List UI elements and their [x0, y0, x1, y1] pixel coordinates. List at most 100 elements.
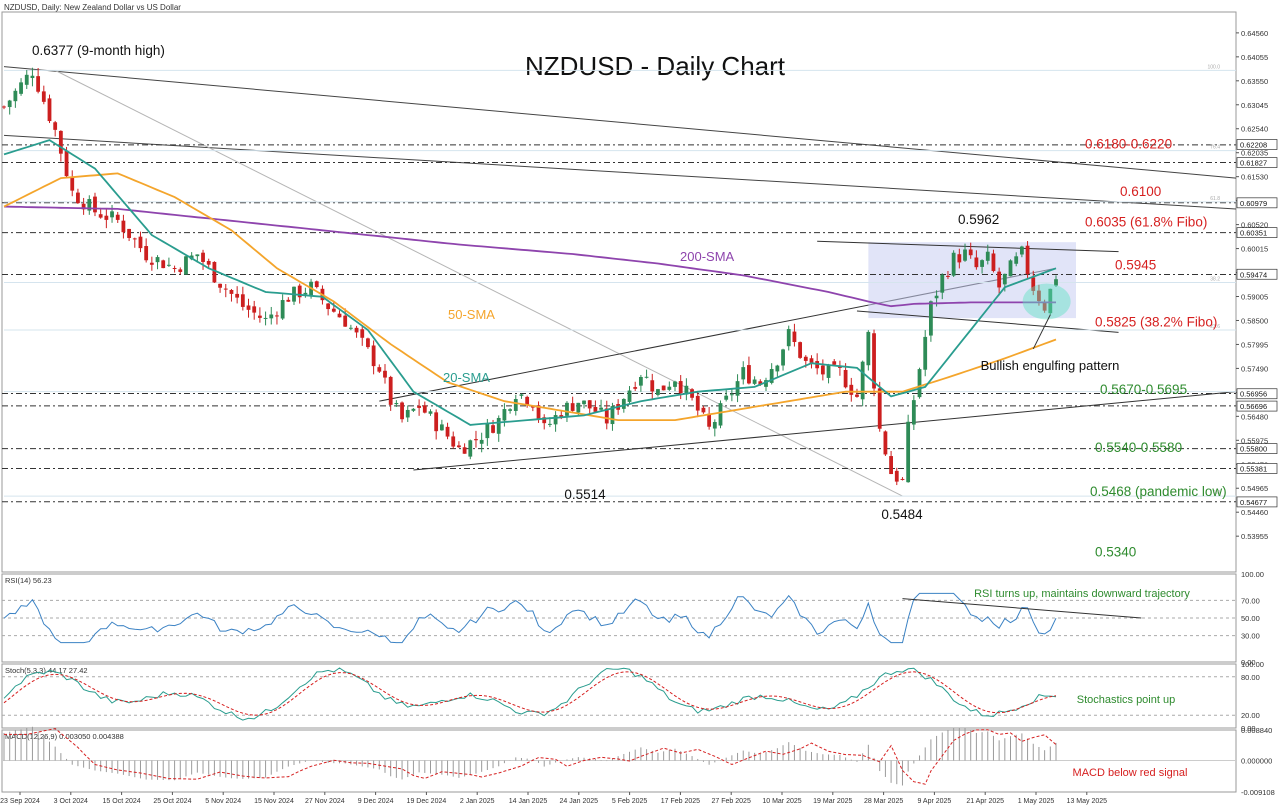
- candle-body: [906, 421, 911, 483]
- candle-body: [1048, 288, 1053, 314]
- candle-body: [928, 301, 933, 336]
- rsi-annotation: RSI turns up, maintains downward traject…: [974, 588, 1190, 600]
- y-tick-label: 0.61530: [1241, 173, 1268, 182]
- candle-body: [946, 275, 950, 277]
- candle-body: [826, 364, 831, 378]
- sma-200-line: [3, 205, 1056, 308]
- candle-body: [98, 214, 103, 218]
- x-tick-label: 10 Mar 2025: [762, 798, 801, 805]
- price-badge: [1236, 197, 1278, 209]
- y-tick-label: 0.63045: [1241, 101, 1268, 110]
- candle-body: [144, 246, 149, 261]
- fib-label: 0.0: [1213, 490, 1220, 496]
- sma20-label: 20-SMA: [443, 370, 490, 385]
- symbol-header: NZDUSD, Daily: New Zealand Dollar vs US …: [4, 3, 181, 12]
- candle-body: [286, 299, 291, 302]
- candle-body: [2, 106, 6, 108]
- candle-body: [388, 376, 393, 405]
- candle-body: [1014, 256, 1019, 264]
- price-badge: [1236, 443, 1278, 454]
- candle-body: [712, 421, 717, 429]
- candle-body: [911, 400, 916, 425]
- fib-label: 23.6: [1210, 324, 1220, 330]
- candle-body: [87, 199, 92, 211]
- stoch-tick: 0.00: [1241, 724, 1256, 733]
- stoch-d-line: [3, 671, 1057, 716]
- candle-body: [439, 424, 444, 431]
- candle-body: [485, 423, 490, 439]
- candle-body: [565, 402, 569, 416]
- candle-body: [269, 314, 274, 319]
- candle-body: [36, 76, 41, 92]
- macd-tick: 0.000000: [1241, 757, 1272, 766]
- stoch-tick: 100.00: [1241, 660, 1264, 669]
- candle-body: [525, 396, 530, 405]
- y-tick-label: 0.57995: [1241, 340, 1268, 349]
- candle-body: [314, 281, 319, 288]
- candle-body: [297, 285, 302, 298]
- candle-body: [889, 456, 893, 475]
- candle-body: [667, 386, 672, 390]
- y-tick-label: 0.55975: [1241, 436, 1268, 445]
- candle-body: [257, 315, 262, 318]
- candle-body: [24, 74, 29, 85]
- candle-body: [417, 405, 422, 408]
- y-tick-label: 0.63550: [1241, 77, 1268, 86]
- y-tick-label: 0.60015: [1241, 245, 1268, 254]
- candle-body: [1031, 277, 1036, 291]
- candle-body: [741, 367, 746, 380]
- candle-body: [30, 75, 35, 79]
- macd-signal-line: [4, 728, 1057, 785]
- price-badge-label: 0.54677: [1240, 498, 1267, 507]
- candle-body: [411, 408, 416, 411]
- candle-body: [47, 98, 52, 122]
- candle-body: [576, 402, 581, 413]
- candle-body: [235, 293, 240, 298]
- x-tick-label: 2 Jan 2025: [460, 798, 495, 805]
- high-label: 0.6377 (9-month high): [32, 43, 165, 58]
- candle-body: [110, 211, 114, 218]
- candle-body: [900, 478, 905, 480]
- candle-body: [360, 329, 365, 338]
- candle-body: [405, 409, 410, 418]
- candle-body: [1008, 260, 1013, 277]
- candle-body: [621, 398, 626, 409]
- candle-body: [479, 439, 484, 444]
- candle-body: [997, 271, 1002, 288]
- fib-label: 61.8: [1210, 196, 1220, 202]
- candle-body: [599, 407, 603, 410]
- candle-body: [354, 327, 359, 333]
- candle-body: [303, 292, 308, 295]
- candle-body: [474, 439, 478, 441]
- y-tick-label: 0.62540: [1241, 125, 1268, 134]
- candle-body: [394, 402, 399, 405]
- candle-body: [206, 260, 211, 265]
- candle-body: [536, 405, 541, 419]
- trendline-diagonal: [54, 69, 903, 497]
- candle-body: [223, 288, 228, 290]
- price-badge: [1236, 388, 1278, 400]
- candle-body: [673, 381, 677, 387]
- candle-body: [1002, 273, 1007, 285]
- rsi-header: RSI(14) 56.23: [5, 576, 52, 585]
- price-badge: [1236, 400, 1278, 412]
- candle-body: [980, 260, 984, 267]
- trendline-upper: [3, 66, 1237, 179]
- y-tick-label: 0.59005: [1241, 293, 1268, 302]
- candle-body: [729, 394, 734, 396]
- y-tick-label: 0.60520: [1241, 221, 1268, 230]
- candle-body: [434, 412, 439, 432]
- candle-body: [229, 290, 234, 294]
- price-badge: [1236, 157, 1278, 168]
- y-tick-label: 0.54965: [1241, 484, 1268, 493]
- price-badge-label: 0.60351: [1240, 229, 1267, 238]
- candle-body: [872, 333, 876, 389]
- candle-body: [326, 303, 331, 310]
- x-tick-label: 28 Mar 2025: [864, 798, 903, 805]
- x-tick-label: 1 May 2025: [1018, 798, 1055, 805]
- y-tick-label: 0.64560: [1241, 29, 1268, 38]
- channel-lower: [413, 391, 1237, 471]
- candle-body: [769, 369, 774, 383]
- candle-body: [337, 313, 342, 318]
- candle-body: [843, 369, 848, 388]
